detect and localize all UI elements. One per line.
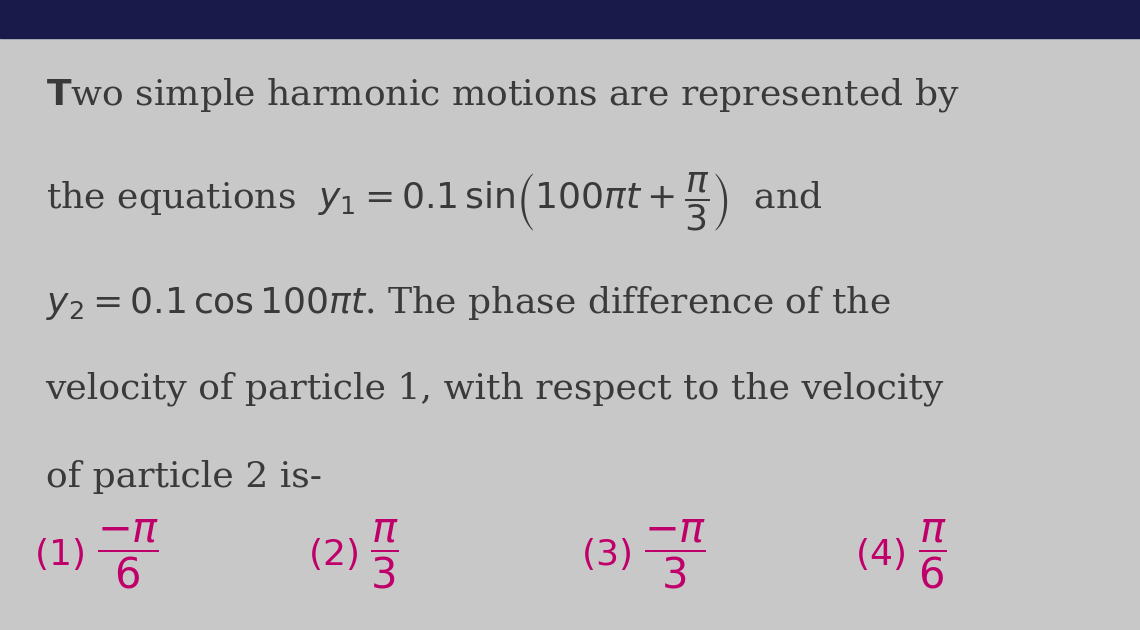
Text: $\dfrac{-\pi}{6}$: $\dfrac{-\pi}{6}$ [97,518,160,591]
Text: $(4)$: $(4)$ [855,536,905,573]
Text: $\dfrac{-\pi}{3}$: $\dfrac{-\pi}{3}$ [644,518,707,591]
Text: $y_2 = 0.1\,\cos 100\pi t$. The phase difference of the: $y_2 = 0.1\,\cos 100\pi t$. The phase di… [46,284,890,321]
Text: $\bf{T}$wo simple harmonic motions are represented by: $\bf{T}$wo simple harmonic motions are r… [46,76,959,113]
Text: $\dfrac{\pi}{6}$: $\dfrac{\pi}{6}$ [918,518,946,591]
Bar [0,0,1140,38]
Text: of particle 2 is-: of particle 2 is- [46,460,321,494]
Text: the equations  $y_1 = 0.1\,\sin\!\left(100\pi t + \dfrac{\pi}{3}\right)$  and: the equations $y_1 = 0.1\,\sin\!\left(10… [46,170,822,232]
Text: $\dfrac{\pi}{3}$: $\dfrac{\pi}{3}$ [370,518,399,591]
Text: velocity of particle 1, with respect to the velocity: velocity of particle 1, with respect to … [46,372,944,406]
Text: $(1)$: $(1)$ [34,536,84,573]
Text: $(2)$: $(2)$ [308,536,358,573]
Text: $(3)$: $(3)$ [581,536,632,573]
